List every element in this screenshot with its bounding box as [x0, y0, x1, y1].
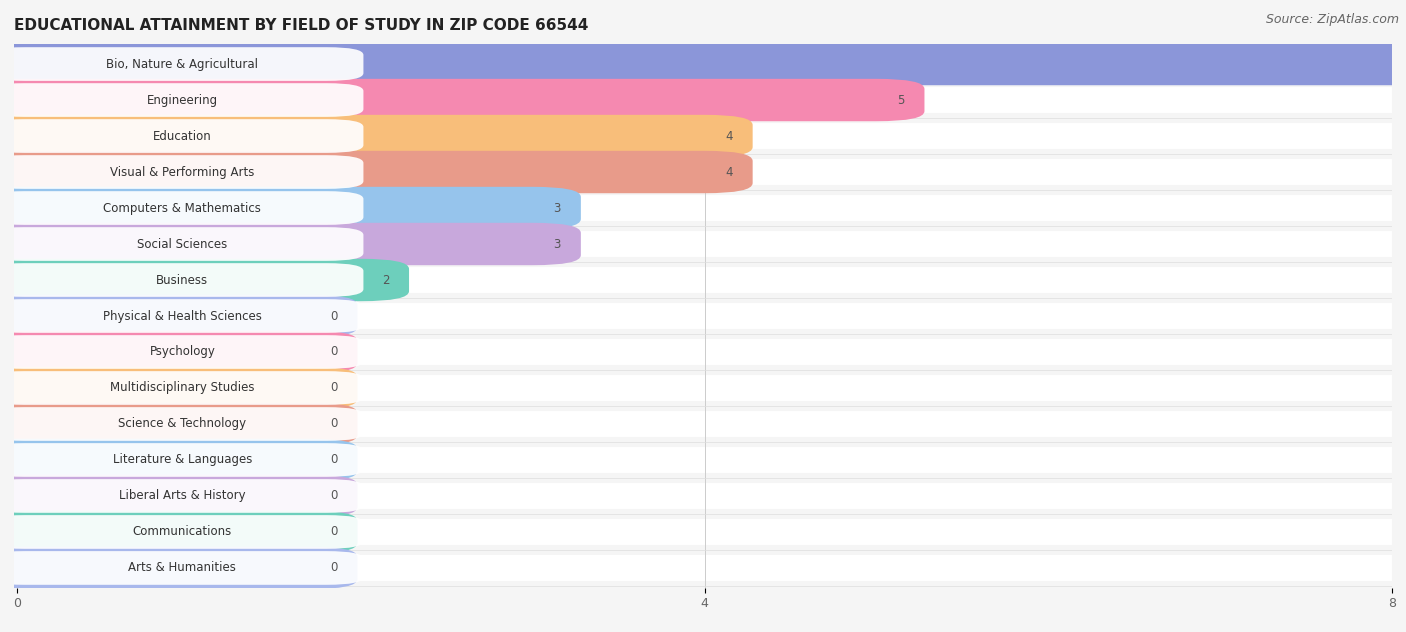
FancyBboxPatch shape	[0, 79, 925, 121]
Text: 2: 2	[381, 274, 389, 286]
Text: Bio, Nature & Agricultural: Bio, Nature & Agricultural	[107, 58, 259, 71]
FancyBboxPatch shape	[0, 403, 357, 445]
Text: 5: 5	[897, 94, 904, 107]
Text: 0: 0	[330, 382, 337, 394]
FancyBboxPatch shape	[17, 195, 1392, 221]
Text: Computers & Mathematics: Computers & Mathematics	[104, 202, 262, 214]
Text: Psychology: Psychology	[149, 346, 215, 358]
FancyBboxPatch shape	[0, 83, 363, 117]
FancyBboxPatch shape	[0, 335, 363, 369]
Text: Education: Education	[153, 130, 212, 143]
Text: Physical & Health Sciences: Physical & Health Sciences	[103, 310, 262, 322]
FancyBboxPatch shape	[0, 191, 363, 225]
Text: 3: 3	[554, 238, 561, 250]
Text: 4: 4	[725, 130, 733, 143]
Text: 0: 0	[330, 418, 337, 430]
Text: 4: 4	[725, 166, 733, 178]
FancyBboxPatch shape	[17, 555, 1392, 581]
FancyBboxPatch shape	[17, 483, 1392, 509]
Text: Arts & Humanities: Arts & Humanities	[128, 561, 236, 574]
Text: 0: 0	[330, 454, 337, 466]
FancyBboxPatch shape	[17, 303, 1392, 329]
FancyBboxPatch shape	[0, 331, 357, 373]
FancyBboxPatch shape	[0, 43, 1406, 85]
FancyBboxPatch shape	[0, 547, 357, 589]
FancyBboxPatch shape	[0, 407, 363, 441]
Text: Social Sciences: Social Sciences	[138, 238, 228, 250]
FancyBboxPatch shape	[0, 227, 363, 261]
FancyBboxPatch shape	[0, 371, 363, 405]
FancyBboxPatch shape	[0, 475, 357, 517]
FancyBboxPatch shape	[0, 151, 752, 193]
FancyBboxPatch shape	[17, 447, 1392, 473]
Text: Engineering: Engineering	[146, 94, 218, 107]
FancyBboxPatch shape	[17, 339, 1392, 365]
Text: Liberal Arts & History: Liberal Arts & History	[120, 489, 246, 502]
FancyBboxPatch shape	[17, 87, 1392, 113]
FancyBboxPatch shape	[17, 231, 1392, 257]
FancyBboxPatch shape	[0, 551, 363, 585]
FancyBboxPatch shape	[0, 443, 363, 477]
FancyBboxPatch shape	[0, 515, 363, 549]
Text: Source: ZipAtlas.com: Source: ZipAtlas.com	[1265, 13, 1399, 26]
FancyBboxPatch shape	[17, 123, 1392, 149]
FancyBboxPatch shape	[17, 375, 1392, 401]
FancyBboxPatch shape	[0, 295, 357, 337]
Text: Visual & Performing Arts: Visual & Performing Arts	[110, 166, 254, 178]
FancyBboxPatch shape	[0, 479, 363, 513]
Text: 0: 0	[330, 561, 337, 574]
FancyBboxPatch shape	[17, 519, 1392, 545]
FancyBboxPatch shape	[0, 367, 357, 409]
Text: 0: 0	[330, 489, 337, 502]
FancyBboxPatch shape	[0, 259, 409, 301]
FancyBboxPatch shape	[0, 47, 363, 81]
Text: Literature & Languages: Literature & Languages	[112, 454, 252, 466]
FancyBboxPatch shape	[17, 411, 1392, 437]
Text: 3: 3	[554, 202, 561, 214]
FancyBboxPatch shape	[0, 187, 581, 229]
FancyBboxPatch shape	[17, 159, 1392, 185]
FancyBboxPatch shape	[0, 439, 357, 481]
Text: Business: Business	[156, 274, 208, 286]
FancyBboxPatch shape	[0, 119, 363, 153]
FancyBboxPatch shape	[0, 299, 363, 333]
FancyBboxPatch shape	[0, 511, 357, 553]
Text: Multidisciplinary Studies: Multidisciplinary Studies	[110, 382, 254, 394]
FancyBboxPatch shape	[17, 51, 1392, 77]
Text: Science & Technology: Science & Technology	[118, 418, 246, 430]
Text: 0: 0	[330, 525, 337, 538]
FancyBboxPatch shape	[0, 223, 581, 265]
Text: EDUCATIONAL ATTAINMENT BY FIELD OF STUDY IN ZIP CODE 66544: EDUCATIONAL ATTAINMENT BY FIELD OF STUDY…	[14, 18, 589, 33]
Text: 0: 0	[330, 346, 337, 358]
FancyBboxPatch shape	[0, 155, 363, 189]
FancyBboxPatch shape	[17, 267, 1392, 293]
FancyBboxPatch shape	[0, 263, 363, 297]
FancyBboxPatch shape	[0, 115, 752, 157]
Text: Communications: Communications	[132, 525, 232, 538]
Text: 0: 0	[330, 310, 337, 322]
